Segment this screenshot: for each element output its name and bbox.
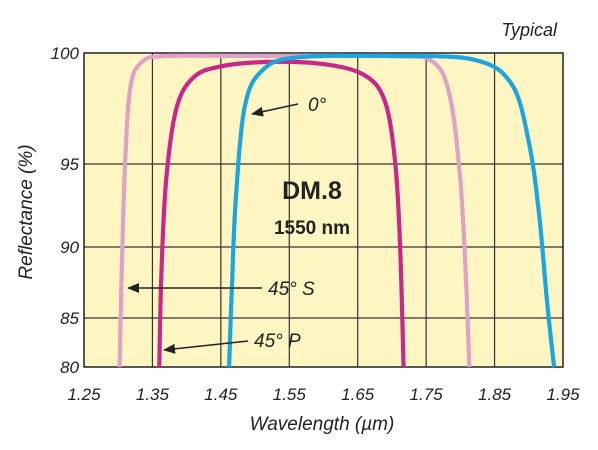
y-tick-label: 100 xyxy=(51,44,80,63)
x-tick-label: 1.95 xyxy=(546,385,580,404)
x-tick-label: 1.45 xyxy=(204,385,238,404)
series-line-45s xyxy=(117,53,472,368)
series-lines xyxy=(117,53,557,368)
x-tick-label: 1.35 xyxy=(136,385,170,404)
y-axis-label: Reflectance (%) xyxy=(16,144,37,279)
series-line-0 xyxy=(226,53,557,368)
plot-frame xyxy=(83,52,564,368)
annotation-arrow xyxy=(251,103,299,117)
series-line-45p xyxy=(157,59,406,368)
y-tick-label: 90 xyxy=(60,238,79,257)
x-tick-label: 1.65 xyxy=(341,385,375,404)
x-tick-label: 1.55 xyxy=(273,385,307,404)
annotation-arrow xyxy=(163,340,249,354)
chart-title: DM.8 xyxy=(282,177,342,205)
annotation-label: 0° xyxy=(308,95,327,116)
x-axis-label: Wavelength (µm) xyxy=(250,414,395,435)
chart-subtitle: 1550 nm xyxy=(274,218,350,239)
corner-label: Typical xyxy=(501,20,558,40)
y-tick-label: 95 xyxy=(60,155,79,174)
y-tick-labels: 80 85 90 95 100 xyxy=(51,44,80,377)
y-tick-label: 85 xyxy=(60,309,79,328)
x-tick-label: 1.75 xyxy=(410,385,444,404)
annotations: 0° 45° S 45° P xyxy=(127,95,327,354)
annotation-label: 45° S xyxy=(268,279,315,300)
x-tick-label: 1.25 xyxy=(67,385,101,404)
x-tick-label: 1.85 xyxy=(478,385,512,404)
annotation-label: 45° P xyxy=(254,331,301,352)
y-tick-label: 80 xyxy=(60,358,79,377)
x-tick-labels: 1.25 1.35 1.45 1.55 1.65 1.75 1.85 1.95 xyxy=(67,385,580,404)
